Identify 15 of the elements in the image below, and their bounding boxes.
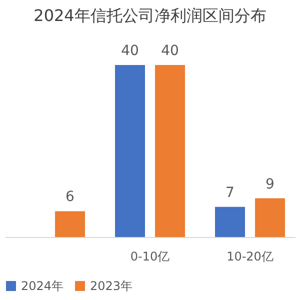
legend-label: 2023年 <box>90 279 133 293</box>
data-label: 7 <box>226 184 234 201</box>
chart-title: 2024年信托公司净利润区间分布 <box>34 6 266 25</box>
bar <box>55 211 85 237</box>
bar <box>115 65 145 237</box>
bar <box>155 65 185 237</box>
legend-label: 2024年 <box>21 279 64 293</box>
data-label: 6 <box>66 189 75 206</box>
data-label: 9 <box>266 176 274 192</box>
x-tick-label: 0-10亿 <box>130 250 170 264</box>
bar <box>255 198 285 237</box>
data-label: 40 <box>121 43 139 59</box>
data-label: 40 <box>161 43 179 59</box>
bar <box>215 206 245 237</box>
x-tick-label: 10-20亿 <box>226 250 274 264</box>
